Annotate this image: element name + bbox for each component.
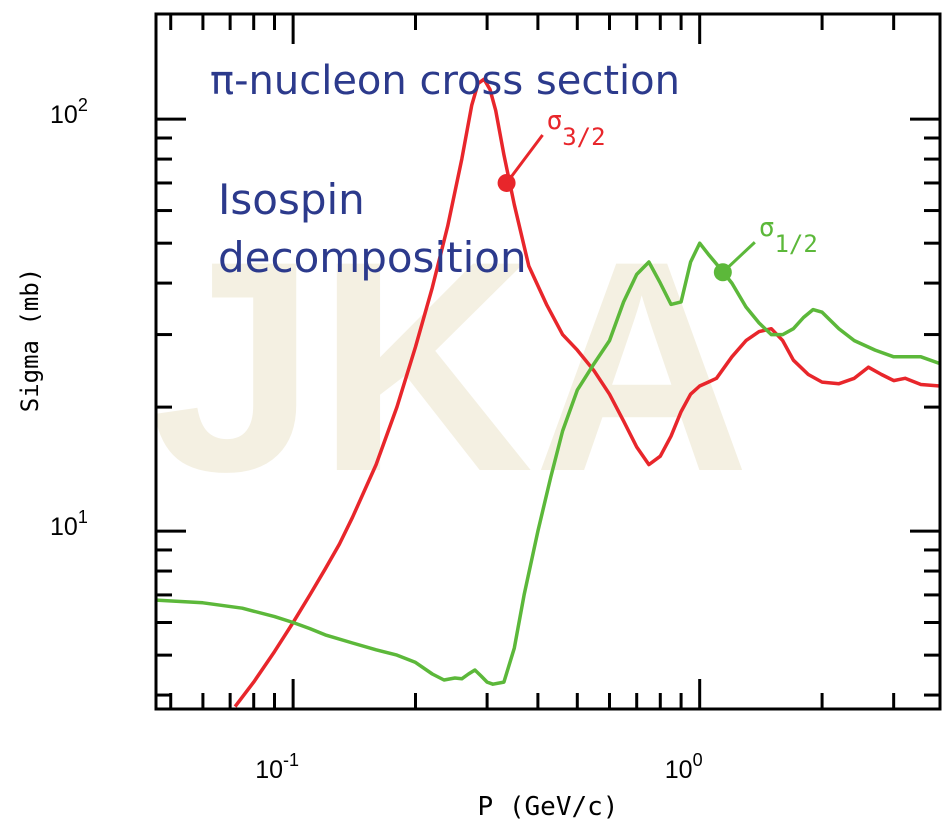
series-line-sigma-3-2 <box>233 77 940 708</box>
chart-subtitle-line-2: decomposition <box>218 233 527 282</box>
chart-title: π-nucleon cross section <box>210 58 680 104</box>
series-leader-sigma-3-2 <box>505 134 544 184</box>
plot-frame <box>154 12 942 711</box>
y-tick-label-1: 102 <box>50 95 88 129</box>
x-tick-label-0: 10-1 <box>255 750 299 784</box>
y-axis-label: Sigma (mb) <box>16 268 44 413</box>
tick-labels: 10-1 100 101 102 <box>50 95 703 784</box>
x-axis-label: P (GeV/c) <box>478 792 619 821</box>
chart-subtitle-line-1: Isospin <box>218 175 365 224</box>
plot-area <box>156 77 940 708</box>
watermark: JKA <box>150 198 750 534</box>
series-label-sigma-1-2: σ1/2 <box>759 213 818 258</box>
series-leader-sigma-1-2 <box>721 241 756 274</box>
series-line-sigma-1-2 <box>156 241 940 686</box>
series-labels: σ3/2 σ1/2 <box>497 106 818 282</box>
axis-ticks <box>156 14 940 709</box>
x-tick-label-1: 100 <box>665 750 703 784</box>
y-tick-label-0: 101 <box>50 507 88 541</box>
series-label-sigma-3-2: σ3/2 <box>547 106 606 151</box>
